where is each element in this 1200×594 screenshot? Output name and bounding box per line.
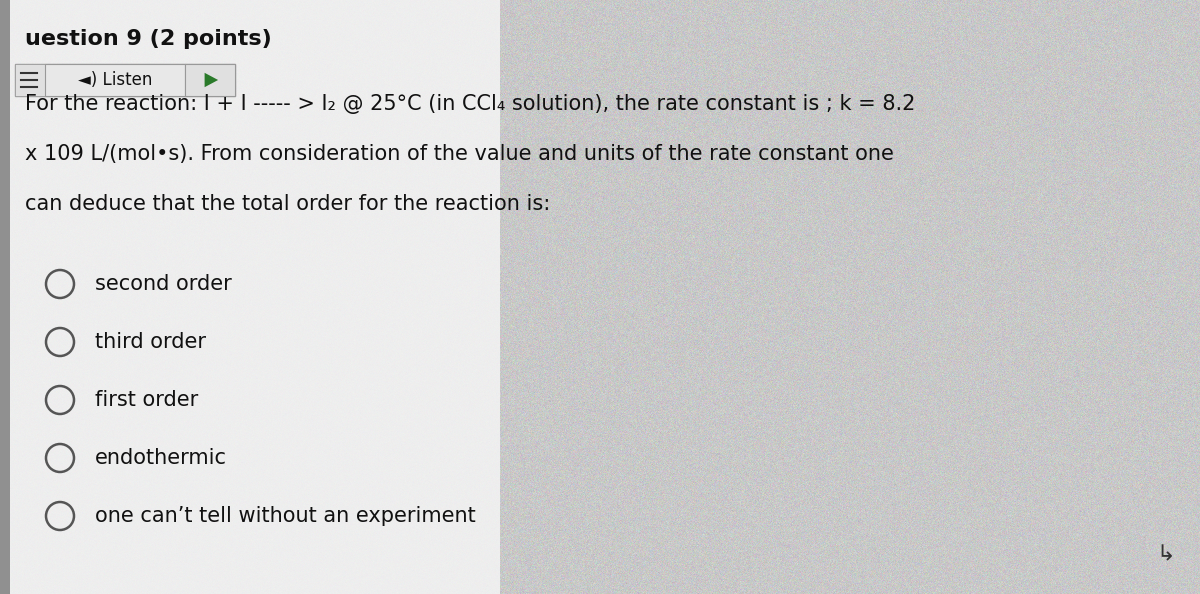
Text: second order: second order xyxy=(95,274,232,294)
Text: ◄) Listen: ◄) Listen xyxy=(78,71,152,89)
FancyBboxPatch shape xyxy=(14,64,235,96)
FancyBboxPatch shape xyxy=(10,0,500,594)
Text: one can’t tell without an experiment: one can’t tell without an experiment xyxy=(95,506,475,526)
Text: can deduce that the total order for the reaction is:: can deduce that the total order for the … xyxy=(25,194,551,214)
FancyBboxPatch shape xyxy=(14,64,46,96)
Text: third order: third order xyxy=(95,332,206,352)
Text: x 109 L/(mol•s). From consideration of the value and units of the rate constant : x 109 L/(mol•s). From consideration of t… xyxy=(25,144,894,164)
FancyBboxPatch shape xyxy=(46,64,185,96)
Text: For the reaction: I + I ----- > I₂ @ 25°C (in CCl₄ solution), the rate constant : For the reaction: I + I ----- > I₂ @ 25°… xyxy=(25,94,916,114)
Text: uestion 9 (2 points): uestion 9 (2 points) xyxy=(25,29,271,49)
Text: endothermic: endothermic xyxy=(95,448,227,468)
FancyBboxPatch shape xyxy=(185,64,235,96)
Text: first order: first order xyxy=(95,390,198,410)
FancyBboxPatch shape xyxy=(0,0,10,594)
Polygon shape xyxy=(204,73,218,87)
Text: ↳: ↳ xyxy=(1157,544,1175,564)
